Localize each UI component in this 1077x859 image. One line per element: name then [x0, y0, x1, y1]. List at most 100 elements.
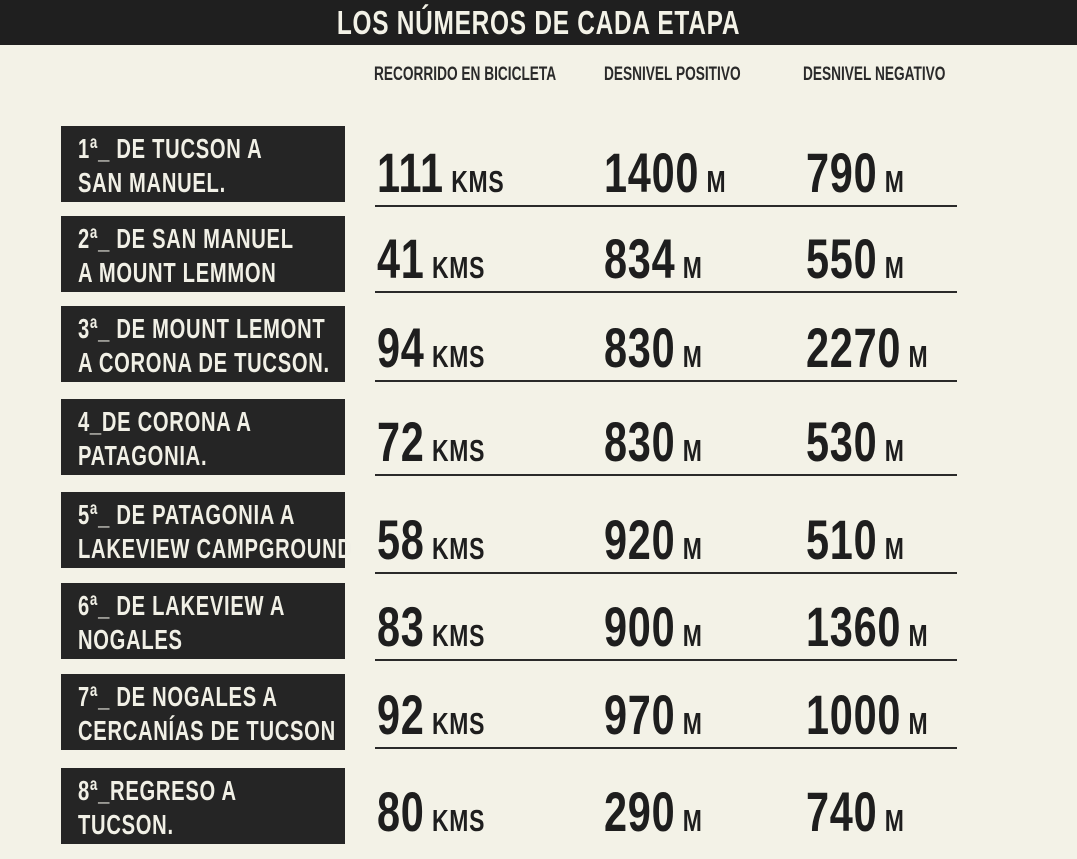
- positive-elevation-value: 834 M: [604, 231, 703, 287]
- stage-label: 2ª_ DE SAN MANUEL A MOUNT LEMMON: [61, 216, 345, 292]
- negative-elevation-value-number: 510: [806, 508, 878, 571]
- positive-elevation-value-unit: M: [682, 803, 703, 838]
- positive-elevation-value-number: 920: [604, 508, 676, 571]
- distance-value: 92 KMS: [377, 687, 485, 743]
- stage-label: 3ª_ DE MOUNT LEMONT A CORONA DE TUCSON.: [61, 306, 345, 382]
- stage-label-line2: A MOUNT LEMMON: [78, 257, 277, 288]
- stage-label-line1: 7ª_ DE NOGALES A: [78, 681, 278, 712]
- positive-elevation-value-unit: M: [682, 339, 703, 374]
- column-header-distance: RECORRIDO EN BICICLETA: [374, 64, 557, 85]
- positive-elevation-value-number: 830: [604, 410, 676, 473]
- distance-value-unit: KMS: [431, 433, 486, 468]
- distance-value-number: 111: [377, 141, 444, 204]
- page-title: LOS NÚMEROS DE CADA ETAPA: [336, 3, 741, 41]
- negative-elevation-value: 1000 M: [806, 687, 928, 743]
- stage-label-line2: NOGALES: [78, 624, 183, 655]
- negative-elevation-value: 510 M: [806, 512, 905, 568]
- distance-value-unit: KMS: [431, 339, 486, 374]
- negative-elevation-value-number: 2270: [806, 316, 902, 379]
- distance-value-unit: KMS: [431, 618, 486, 653]
- stage-label-line1: 1ª_ DE TUCSON A: [78, 133, 263, 164]
- negative-elevation-value: 790 M: [806, 145, 905, 201]
- distance-value-number: 58: [377, 508, 425, 571]
- distance-value: 94 KMS: [377, 320, 485, 376]
- distance-value-number: 94: [377, 316, 425, 379]
- stage-label-line1: 6ª_ DE LAKEVIEW A: [78, 590, 286, 621]
- positive-elevation-value-number: 970: [604, 683, 676, 746]
- positive-elevation-value: 1400 M: [604, 145, 726, 201]
- negative-elevation-value: 2270 M: [806, 320, 928, 376]
- positive-elevation-value: 290 M: [604, 784, 703, 840]
- stage-label-line1: 8ª_REGRESO A: [78, 775, 237, 806]
- stage-label-line1: 3ª_ DE MOUNT LEMONT: [78, 313, 326, 344]
- distance-value-number: 41: [377, 227, 425, 290]
- negative-elevation-value-number: 550: [806, 227, 878, 290]
- negative-elevation-value-number: 1360: [806, 595, 902, 658]
- positive-elevation-value-number: 830: [604, 316, 676, 379]
- distance-value-unit: KMS: [431, 706, 486, 741]
- column-header-positive-elevation: DESNIVEL POSITIVO: [604, 64, 741, 85]
- negative-elevation-value-unit: M: [908, 706, 929, 741]
- distance-value-number: 72: [377, 410, 425, 473]
- positive-elevation-value-number: 834: [604, 227, 676, 290]
- stage-label-line2: TUCSON.: [78, 809, 174, 840]
- stage-label-line2: SAN MANUEL.: [78, 167, 226, 198]
- title-bar: LOS NÚMEROS DE CADA ETAPA: [0, 0, 1077, 45]
- column-header-negative-elevation: DESNIVEL NEGATIVO: [803, 64, 946, 85]
- negative-elevation-value-unit: M: [884, 531, 905, 566]
- negative-elevation-value: 530 M: [806, 414, 905, 470]
- distance-value-unit: KMS: [451, 164, 505, 199]
- stage-label: 8ª_REGRESO A TUCSON.: [61, 768, 345, 844]
- distance-value-number: 92: [377, 683, 425, 746]
- positive-elevation-value-number: 1400: [604, 141, 700, 204]
- negative-elevation-value-number: 530: [806, 410, 878, 473]
- positive-elevation-value: 830 M: [604, 320, 703, 376]
- negative-elevation-value-unit: M: [908, 339, 929, 374]
- stage-label-line1: 2ª_ DE SAN MANUEL: [78, 223, 294, 254]
- positive-elevation-value-unit: M: [706, 164, 727, 199]
- negative-elevation-value-unit: M: [908, 618, 929, 653]
- negative-elevation-value-unit: M: [884, 433, 905, 468]
- distance-value: 80 KMS: [377, 784, 485, 840]
- row-divider: [375, 659, 957, 661]
- positive-elevation-value-unit: M: [682, 618, 703, 653]
- stage-label: 5ª_ DE PATAGONIA A LAKEVIEW CAMPGROUND: [61, 492, 353, 568]
- positive-elevation-value: 830 M: [604, 414, 703, 470]
- positive-elevation-value: 900 M: [604, 599, 703, 655]
- distance-value-unit: KMS: [431, 250, 486, 285]
- distance-value: 111 KMS: [377, 145, 504, 201]
- row-divider: [375, 747, 957, 749]
- distance-value: 72 KMS: [377, 414, 485, 470]
- distance-value-unit: KMS: [431, 803, 486, 838]
- positive-elevation-value-number: 900: [604, 595, 676, 658]
- distance-value: 83 KMS: [377, 599, 485, 655]
- stage-label-line2: PATAGONIA.: [78, 440, 208, 471]
- row-divider: [375, 474, 957, 476]
- positive-elevation-value-unit: M: [682, 433, 703, 468]
- stage-label-line1: 5ª_ DE PATAGONIA A: [78, 499, 296, 530]
- row-divider: [375, 205, 957, 207]
- distance-value: 41 KMS: [377, 231, 485, 287]
- negative-elevation-value: 1360 M: [806, 599, 928, 655]
- negative-elevation-value-unit: M: [884, 250, 905, 285]
- stage-label: 1ª_ DE TUCSON A SAN MANUEL.: [61, 126, 345, 202]
- row-divider: [375, 380, 957, 382]
- stage-label-line2: CERCANÍAS DE TUCSON: [78, 715, 336, 746]
- negative-elevation-value-number: 740: [806, 780, 878, 843]
- positive-elevation-value-unit: M: [682, 706, 703, 741]
- stage-label-line1: 4_DE CORONA A: [78, 406, 252, 437]
- negative-elevation-value-number: 790: [806, 141, 878, 204]
- row-divider: [375, 572, 957, 574]
- positive-elevation-value-unit: M: [682, 250, 703, 285]
- positive-elevation-value-number: 290: [604, 780, 676, 843]
- negative-elevation-value-number: 1000: [806, 683, 902, 746]
- stage-label: 7ª_ DE NOGALES A CERCANÍAS DE TUCSON: [61, 674, 345, 750]
- negative-elevation-value-unit: M: [884, 164, 905, 199]
- stage-label-line2: LAKEVIEW CAMPGROUND: [78, 533, 353, 564]
- distance-value-number: 80: [377, 780, 425, 843]
- row-divider: [375, 291, 957, 293]
- stage-label: 6ª_ DE LAKEVIEW A NOGALES: [61, 583, 345, 659]
- positive-elevation-value-unit: M: [682, 531, 703, 566]
- stage-label: 4_DE CORONA A PATAGONIA.: [61, 399, 345, 475]
